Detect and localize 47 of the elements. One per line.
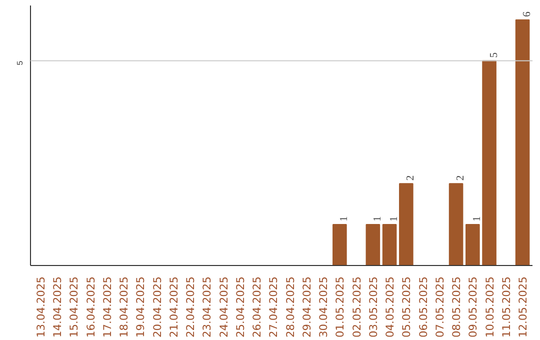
bar — [448, 183, 464, 266]
x-tick-label: 01.05.2025 — [334, 276, 347, 338]
x-tick-label: 12.05.2025 — [516, 276, 530, 338]
x-tick-label: 16.04.2025 — [84, 276, 98, 338]
x-tick-label: 10.05.2025 — [483, 276, 496, 338]
x-tick-label: 14.04.2025 — [51, 276, 64, 338]
x-tick-label: 06.05.2025 — [416, 276, 430, 338]
x-tick-label: 05.05.2025 — [400, 276, 414, 338]
x-tick-label: 15.04.2025 — [68, 276, 81, 338]
x-tick-label: 19.04.2025 — [134, 276, 148, 338]
ref-line-label: 5 — [16, 60, 24, 66]
data-label: 1 — [472, 216, 484, 222]
x-tick-label: 23.04.2025 — [200, 276, 214, 338]
data-label: 2 — [406, 175, 417, 181]
x-tick-label: 28.04.2025 — [284, 276, 297, 338]
bar — [332, 224, 347, 266]
data-label: 1 — [339, 216, 350, 222]
x-tick-label: 26.04.2025 — [250, 276, 264, 338]
bar — [482, 60, 496, 266]
x-tick-label: 22.04.2025 — [184, 276, 198, 338]
data-label: 1 — [389, 216, 400, 222]
bar — [466, 224, 480, 266]
bar — [399, 183, 414, 266]
x-tick-label: 04.05.2025 — [384, 276, 397, 338]
bar — [515, 19, 530, 266]
bar — [366, 224, 380, 266]
x-tick-label: 17.04.2025 — [100, 276, 114, 338]
x-tick-label: 25.04.2025 — [234, 276, 247, 338]
x-tick-label: 21.04.2025 — [167, 276, 180, 338]
data-label: 6 — [522, 10, 534, 17]
x-tick-label: 03.05.2025 — [366, 276, 380, 338]
x-tick-label: 30.04.2025 — [317, 276, 330, 338]
x-tick-label: 20.04.2025 — [150, 276, 164, 338]
x-tick-label: 07.05.2025 — [433, 276, 446, 338]
x-tick-label: 02.05.2025 — [350, 276, 364, 338]
x-tick-label: 29.04.2025 — [300, 276, 314, 338]
x-tick-label: 24.04.2025 — [217, 276, 230, 338]
data-label: 1 — [372, 216, 384, 222]
x-tick-label: 18.04.2025 — [118, 276, 131, 338]
data-label: 5 — [488, 52, 500, 58]
x-tick-label: 08.05.2025 — [450, 276, 464, 338]
x-tick-label: 11.05.2025 — [500, 276, 513, 338]
x-tick-label: 13.04.2025 — [34, 276, 48, 338]
data-label: 2 — [456, 175, 467, 181]
bar — [382, 224, 397, 266]
x-tick-label: 09.05.2025 — [466, 276, 480, 338]
x-tick-label: 27.04.2025 — [267, 276, 280, 338]
